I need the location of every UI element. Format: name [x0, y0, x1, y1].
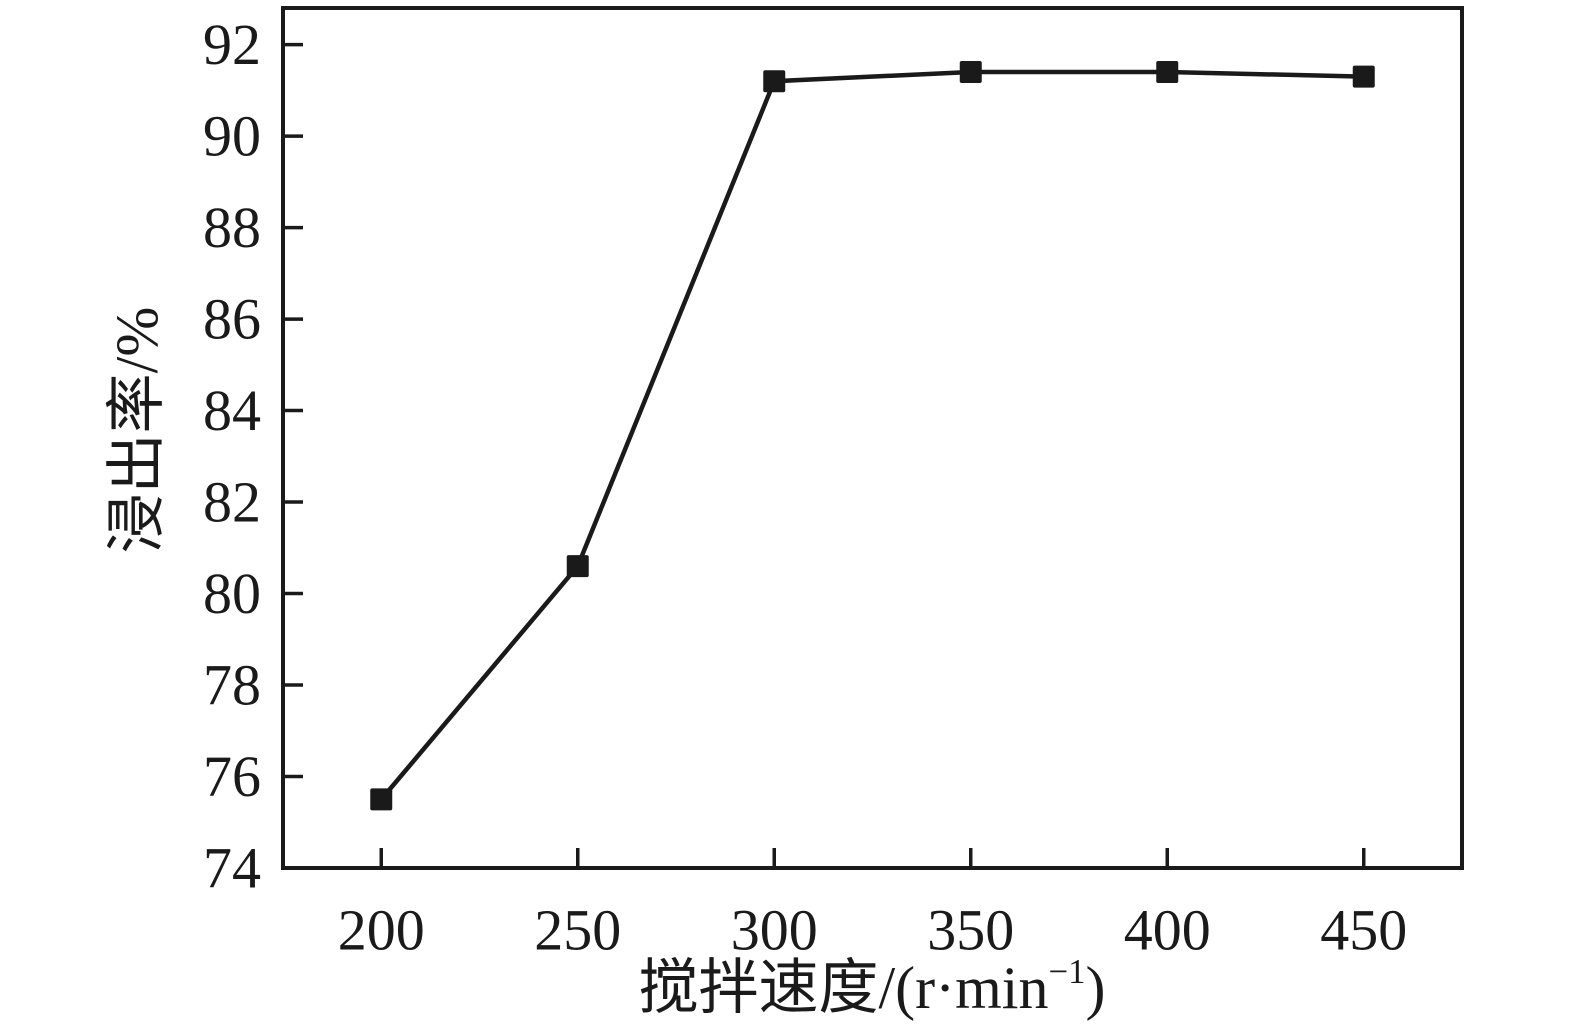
y-tick-label: 78 [203, 653, 261, 718]
x-tick-label: 200 [338, 898, 425, 963]
x-axis-title: 搅拌速度/(r·min−1) [638, 954, 1106, 1021]
x-axis-title-text: 搅拌速度/(r·min [638, 955, 1049, 1021]
x-tick-label: 300 [731, 898, 818, 963]
x-axis-title-suffix: ) [1085, 955, 1106, 1021]
y-tick-label: 86 [203, 287, 261, 352]
y-tick-label: 88 [203, 195, 261, 260]
x-tick-label: 400 [1124, 898, 1211, 963]
data-line [379, 69, 1364, 801]
data-point-marker [1352, 65, 1375, 88]
x-tick-label: 350 [927, 898, 1014, 963]
x-tick-label: 450 [1320, 898, 1407, 963]
data-point-marker [1156, 61, 1179, 84]
data-point-marker [959, 61, 982, 84]
y-tick-label: 92 [203, 12, 261, 77]
y-tick-label: 80 [203, 561, 261, 626]
y-tick-label: 76 [203, 744, 261, 809]
x-axis-title-superscript: −1 [1048, 951, 1086, 991]
y-tick-label: 82 [203, 470, 261, 535]
y-tick-label: 84 [203, 378, 261, 443]
data-point-marker [566, 555, 589, 578]
y-axis-title: 浸出率/% [104, 306, 170, 554]
x-tick-label: 250 [534, 898, 621, 963]
data-point-marker [370, 788, 393, 811]
y-axis-title-text: 浸出率/% [104, 306, 170, 554]
y-tick-label: 90 [203, 104, 261, 169]
data-point-marker [763, 70, 786, 93]
plot-frame [281, 6, 1464, 870]
y-tick-label: 74 [203, 836, 261, 901]
